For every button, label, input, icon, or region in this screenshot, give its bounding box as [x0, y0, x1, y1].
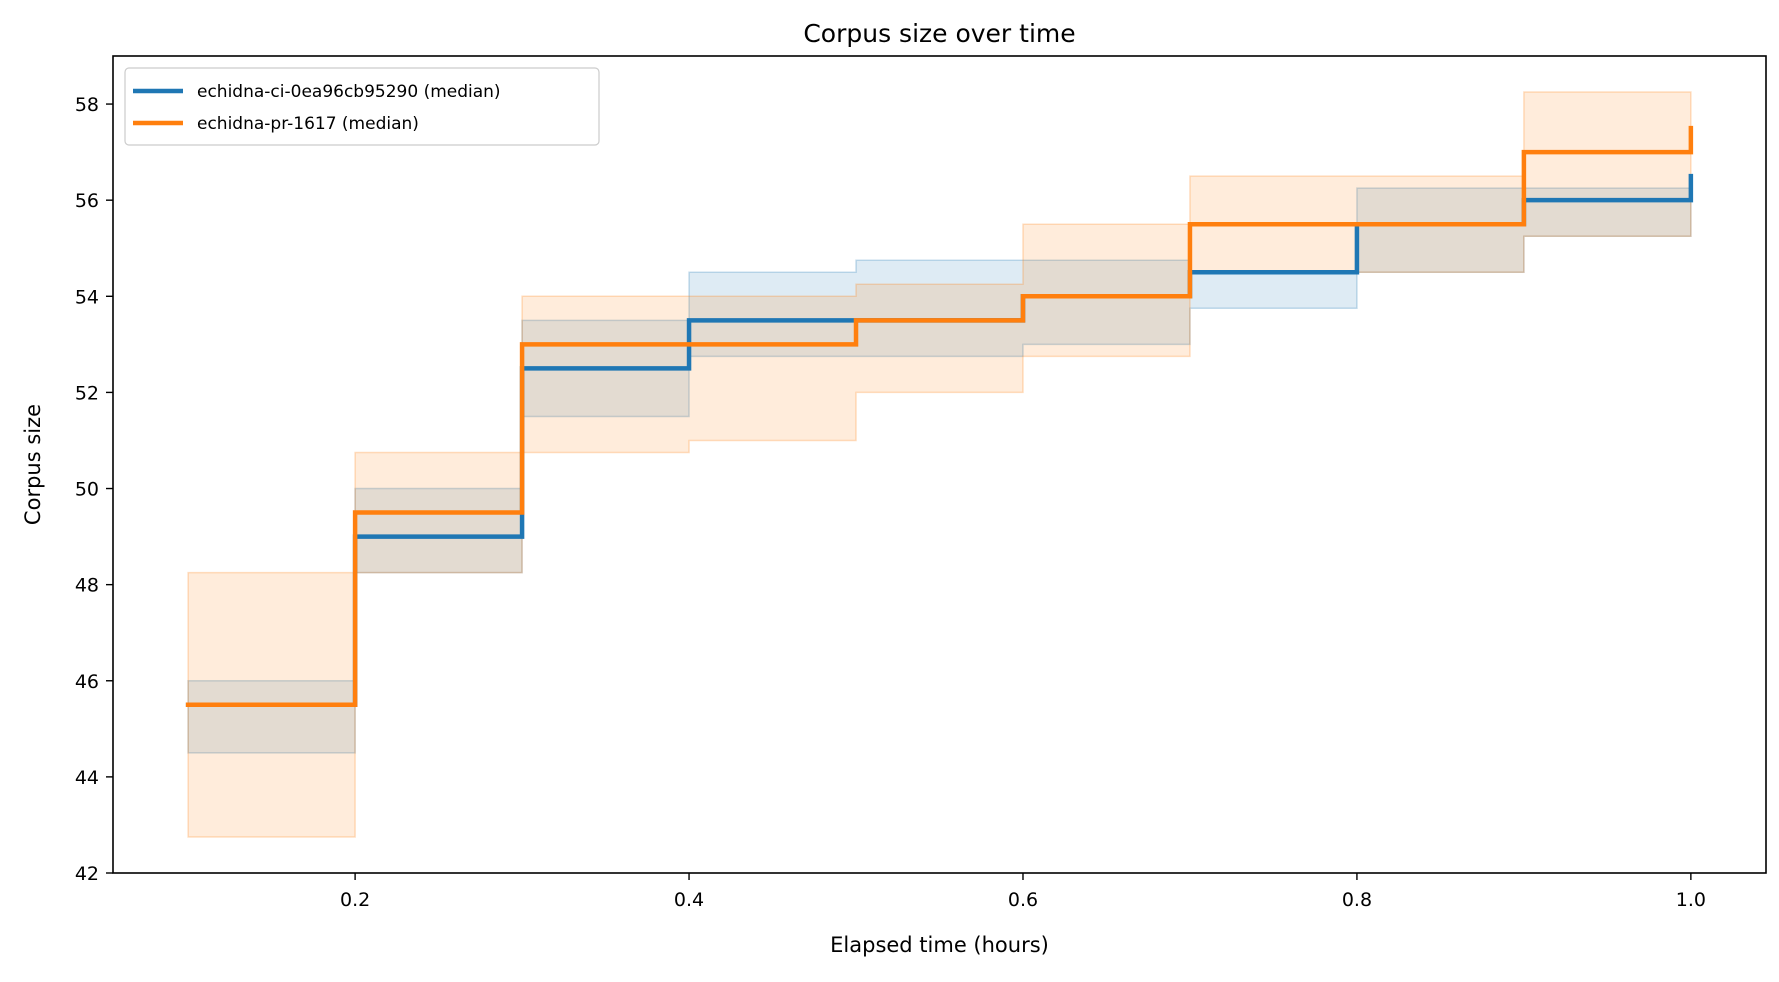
y-tick-label: 44	[75, 767, 99, 789]
y-axis-ticks: 42 44 46 48 50 52 54 56 58	[75, 94, 113, 885]
y-tick-label: 56	[75, 190, 99, 212]
series-1-band	[187, 91, 1692, 838]
y-tick-label: 50	[75, 479, 99, 501]
chart-title: Corpus size over time	[803, 19, 1075, 48]
confidence-bands	[187, 91, 1692, 838]
legend: echidna-ci-0ea96cb95290 (median) echidna-…	[124, 67, 600, 146]
series-0-band	[187, 187, 1692, 754]
y-tick-label: 52	[75, 382, 99, 404]
y-tick-label: 42	[75, 863, 99, 885]
y-tick-label: 46	[75, 671, 99, 693]
x-tick-label: 0.8	[1342, 889, 1372, 911]
y-tick-label: 54	[75, 286, 99, 308]
median-lines	[185, 125, 1694, 708]
y-tick-label: 58	[75, 94, 99, 116]
plot-frame	[112, 55, 1767, 874]
legend-label-0: echidna-ci-0ea96cb95290 (median)	[197, 82, 501, 102]
legend-box	[124, 67, 600, 146]
x-axis-ticks: 0.2 0.4 0.6 0.8 1.0	[340, 873, 1706, 911]
series-1-median-line	[185, 125, 1694, 708]
x-tick-label: 0.6	[1008, 889, 1038, 911]
y-tick-label: 48	[75, 575, 99, 597]
legend-label-1: echidna-pr-1617 (median)	[197, 114, 419, 134]
x-tick-label: 0.4	[674, 889, 704, 911]
x-tick-label: 1.0	[1676, 889, 1706, 911]
legend-items: echidna-ci-0ea96cb95290 (median) echidna-…	[133, 82, 501, 134]
x-tick-label: 0.2	[340, 889, 370, 911]
x-axis-title: Elapsed time (hours)	[830, 933, 1049, 957]
y-axis-title: Corpus size	[21, 404, 45, 525]
